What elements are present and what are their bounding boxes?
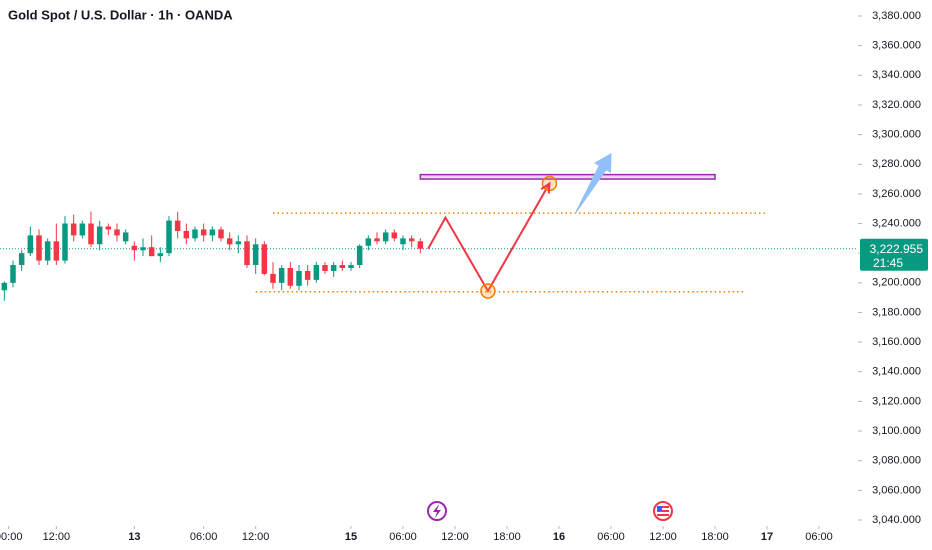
candle-body (356, 245, 363, 266)
candle-body (374, 238, 380, 242)
candle-body (339, 265, 346, 268)
candle-body (313, 265, 320, 280)
candle-body (226, 238, 233, 245)
projection-path (427, 183, 551, 293)
candle-body (408, 238, 415, 242)
x-tick-label: 16 (553, 531, 565, 543)
y-tick-label: 3,120.000 (872, 395, 921, 407)
candle-body (18, 253, 25, 266)
y-tick-label: 3,160.000 (872, 336, 921, 348)
x-tick-label: 12:00 (242, 531, 270, 543)
candle-body (10, 265, 16, 283)
candle-body (235, 241, 242, 245)
candle-body (122, 232, 129, 242)
x-tick-label: 12:00 (649, 531, 677, 543)
candle-body (270, 273, 276, 283)
candle-body (278, 268, 285, 283)
candle-body (365, 238, 372, 246)
last-price-badge (860, 238, 928, 271)
candle-body (261, 244, 268, 274)
x-tick-label: 17 (761, 531, 773, 543)
candle-body (70, 223, 77, 236)
projection-point (480, 283, 496, 299)
candle-body (192, 229, 198, 239)
y-tick-label: 3,380.000 (872, 10, 921, 22)
plot: 3,040.000 3,060.000 3,080.000 3,100.000 3,12… (0, 10, 928, 543)
y-tick-label: 3,040.000 (872, 514, 921, 526)
candle-body (209, 229, 216, 236)
y-tick-label: 3,180.000 (872, 306, 921, 318)
candle-body (391, 232, 398, 239)
candle-body (417, 241, 424, 249)
candle-body (348, 265, 354, 268)
candle-body (1, 282, 8, 291)
event-icon[interactable] (427, 501, 447, 521)
y-tick-label: 3,360.000 (872, 40, 921, 52)
candle-body (174, 220, 181, 231)
y-tick-label: 3,260.000 (872, 188, 921, 200)
candle-body (88, 223, 94, 245)
candle-body (148, 247, 155, 257)
x-tick-label: 12:00 (43, 531, 71, 543)
candle-body (27, 235, 34, 254)
candle-body (400, 238, 406, 245)
candle-body (322, 265, 328, 271)
y-tick-label: 3,100.000 (872, 425, 921, 437)
y-tick-label: 3,080.000 (872, 455, 921, 467)
y-tick-label: 3,280.000 (872, 158, 921, 170)
x-tick-label: 18:00 (701, 531, 729, 543)
x-tick-label: 15 (345, 531, 357, 543)
candle-body (79, 223, 86, 236)
x-tick-label: 18:00 (493, 531, 521, 543)
candle-body (131, 245, 138, 251)
candle-body (166, 220, 172, 254)
candle-body (287, 268, 294, 286)
candle-body (382, 232, 389, 242)
y-tick-label: 3,300.000 (872, 128, 921, 140)
x-tick-label: 06:00 (190, 531, 218, 543)
flag-icon[interactable] (653, 501, 673, 521)
x-tick-label: 06:00 (597, 531, 625, 543)
candle-body (304, 270, 311, 280)
y-tick-label: 3,320.000 (872, 99, 921, 111)
y-tick-label: 3,060.000 (872, 484, 921, 496)
x-tick-label: 06:00 (805, 531, 833, 543)
resistance-zone (419, 173, 716, 180)
y-tick-label: 3,200.000 (872, 277, 921, 289)
x-tick-label: 12:00 (441, 531, 469, 543)
chart-title: Gold Spot / U.S. Dollar · 1h · OANDA (8, 7, 233, 22)
countdown-label: 21:45 (873, 256, 903, 270)
candle-body (252, 244, 259, 266)
y-tick-label: 3,240.000 (872, 217, 921, 229)
candle-body (218, 229, 224, 239)
candle-body (44, 241, 51, 261)
x-tick-label: 13 (128, 531, 140, 543)
candle-body (244, 241, 250, 266)
candle-body (53, 241, 60, 261)
x-tick-label: 06:00 (389, 531, 417, 543)
candle-body (296, 270, 302, 286)
candle-body (105, 226, 112, 230)
candle-body (200, 229, 207, 236)
candle-body (96, 226, 103, 245)
y-tick-label: 3,340.000 (872, 69, 921, 81)
candle-body (157, 253, 164, 257)
x-tick-label: 00:00 (0, 531, 22, 543)
candle-body (140, 247, 146, 251)
y-tick-label: 3,140.000 (872, 366, 921, 378)
candle-body (330, 265, 337, 271)
candle-body (114, 229, 120, 236)
candle-body (36, 235, 42, 261)
projection-arrowhead (540, 181, 551, 194)
target-arrow (574, 153, 612, 214)
candle-body (183, 230, 190, 239)
last-price-label: 3,222.955 (870, 242, 924, 256)
candle-body (62, 223, 68, 261)
